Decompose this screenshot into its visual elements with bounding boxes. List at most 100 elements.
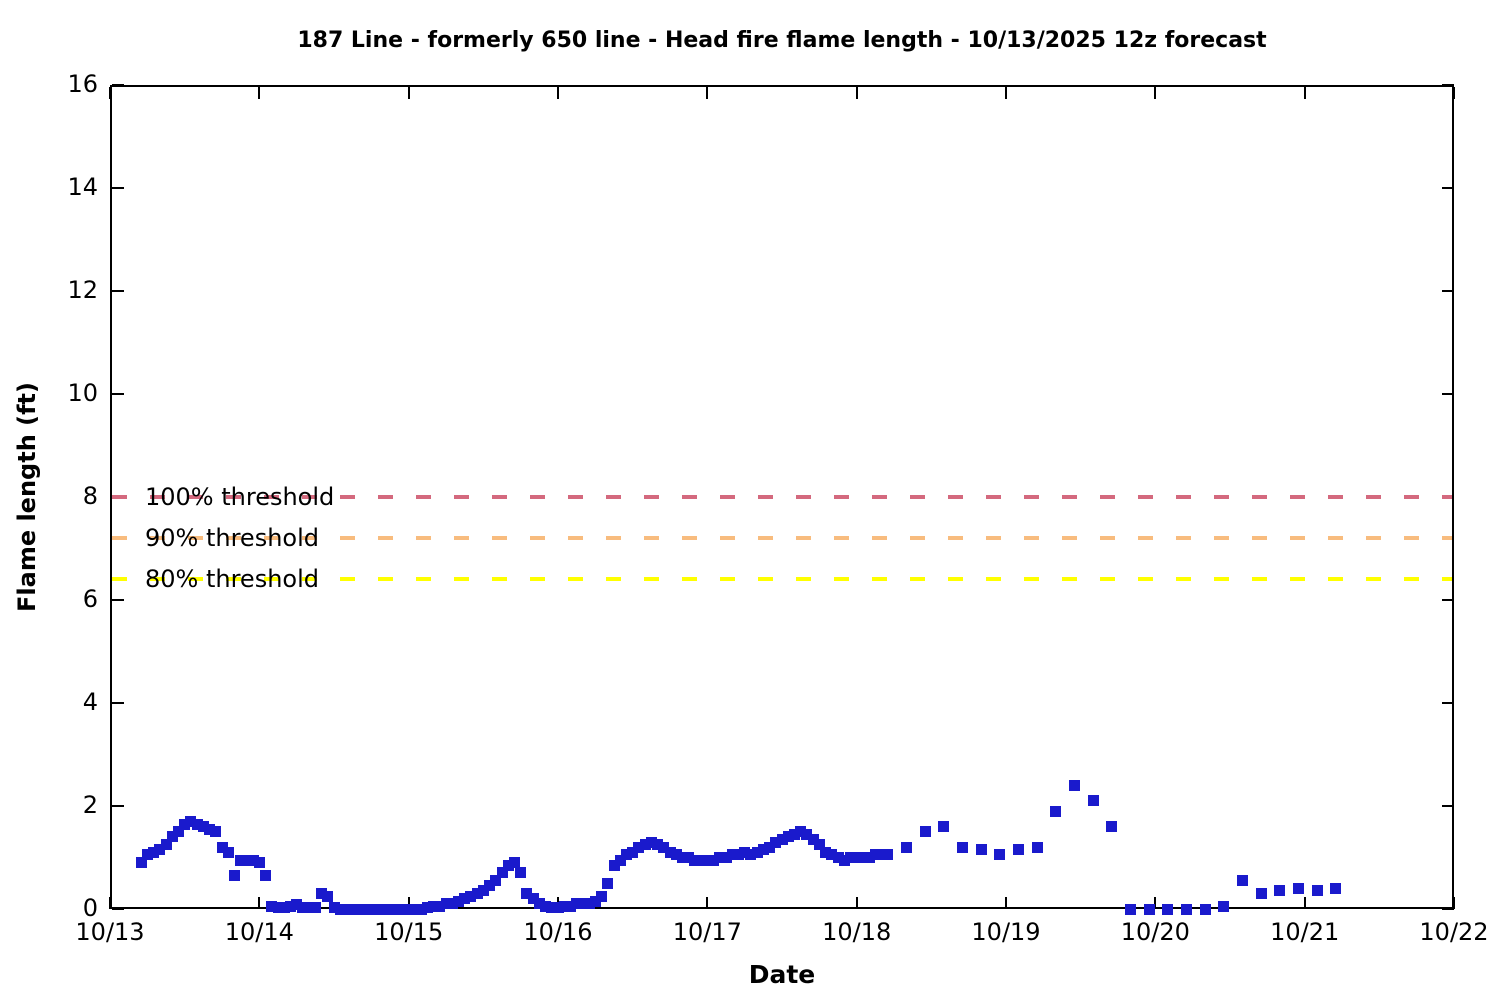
- x-tick-label: 10/13: [75, 918, 145, 946]
- data-point: [652, 839, 664, 851]
- data-point: [291, 899, 303, 911]
- y-tick-right: [1442, 599, 1454, 601]
- y-tick: [112, 393, 124, 395]
- x-tick-label: 10/14: [224, 918, 294, 946]
- data-point: [801, 828, 813, 840]
- data-point: [477, 885, 489, 897]
- data-point: [614, 854, 626, 866]
- data-point: [1031, 841, 1043, 853]
- data-point: [708, 854, 720, 866]
- data-point: [148, 846, 160, 858]
- data-point: [1143, 903, 1155, 915]
- data-point: [714, 852, 726, 863]
- data-point: [1050, 805, 1062, 817]
- data-point: [838, 854, 850, 866]
- data-point: [1012, 844, 1024, 856]
- y-tick-right: [1442, 805, 1454, 807]
- data-point: [1068, 779, 1080, 791]
- data-point: [795, 826, 807, 838]
- data-point: [241, 854, 253, 866]
- data-point: [857, 852, 869, 863]
- data-point: [284, 900, 296, 912]
- data-point: [235, 854, 247, 866]
- data-point: [1218, 900, 1230, 912]
- data-point: [851, 852, 863, 863]
- x-tick-top: [258, 87, 261, 99]
- data-point: [359, 903, 371, 915]
- data-point: [465, 890, 477, 902]
- data-point: [1330, 882, 1342, 894]
- y-tick-label: 4: [82, 688, 98, 716]
- y-tick-label: 6: [82, 585, 98, 613]
- data-point: [403, 903, 415, 915]
- data-point: [975, 844, 987, 856]
- data-point: [160, 839, 172, 851]
- data-point: [956, 841, 968, 853]
- data-point: [440, 898, 452, 910]
- x-tick-top: [1303, 87, 1306, 99]
- data-point: [484, 880, 496, 892]
- y-tick-right: [1442, 393, 1454, 395]
- data-point: [1124, 903, 1136, 915]
- data-point: [676, 852, 688, 863]
- data-point: [322, 890, 334, 902]
- threshold-label-100: 100% threshold: [145, 483, 335, 511]
- data-point: [546, 902, 558, 914]
- data-point: [664, 846, 676, 858]
- x-tick: [407, 897, 410, 909]
- threshold-label-90: 90% threshold: [145, 524, 319, 553]
- data-point: [764, 841, 776, 853]
- data-point: [608, 859, 620, 871]
- data-point: [620, 849, 632, 861]
- data-point: [185, 815, 197, 827]
- data-point: [658, 841, 670, 853]
- data-point: [844, 852, 856, 863]
- x-tick: [706, 897, 709, 909]
- data-point: [683, 852, 695, 863]
- data-point: [645, 836, 657, 848]
- data-point: [347, 903, 359, 915]
- y-tick-right: [1442, 187, 1454, 189]
- y-tick-label: 14: [67, 173, 98, 201]
- data-point: [365, 903, 377, 915]
- data-point: [372, 903, 384, 915]
- data-point: [732, 849, 744, 861]
- data-point: [415, 903, 427, 915]
- data-point: [260, 870, 272, 882]
- data-point: [421, 902, 433, 914]
- data-point: [826, 849, 838, 861]
- data-point: [452, 895, 464, 907]
- data-point: [633, 841, 645, 853]
- data-point: [228, 870, 240, 882]
- data-point: [770, 836, 782, 848]
- x-tick: [1154, 897, 1157, 909]
- data-point: [502, 859, 514, 871]
- data-point: [938, 821, 950, 833]
- y-tick-label: 2: [82, 791, 98, 819]
- data-point: [1199, 903, 1211, 915]
- data-point: [172, 826, 184, 838]
- data-point: [309, 902, 321, 914]
- x-tick: [1303, 897, 1306, 909]
- data-point: [558, 900, 570, 912]
- y-tick-label: 12: [67, 276, 98, 304]
- threshold-label-80: 80% threshold: [145, 565, 319, 594]
- data-point: [303, 902, 315, 914]
- data-point: [521, 888, 533, 900]
- data-point: [384, 903, 396, 915]
- data-point: [378, 903, 390, 915]
- data-point: [409, 903, 421, 915]
- data-point: [602, 877, 614, 889]
- data-point: [832, 852, 844, 863]
- data-point: [179, 818, 191, 830]
- data-point: [876, 849, 888, 861]
- data-point: [316, 888, 328, 900]
- data-point: [490, 875, 502, 887]
- data-point: [434, 900, 446, 912]
- data-point: [745, 849, 757, 861]
- data-point: [428, 900, 440, 912]
- data-point: [154, 844, 166, 856]
- y-tick-label: 0: [82, 894, 98, 922]
- data-point: [564, 900, 576, 912]
- data-point: [726, 849, 738, 861]
